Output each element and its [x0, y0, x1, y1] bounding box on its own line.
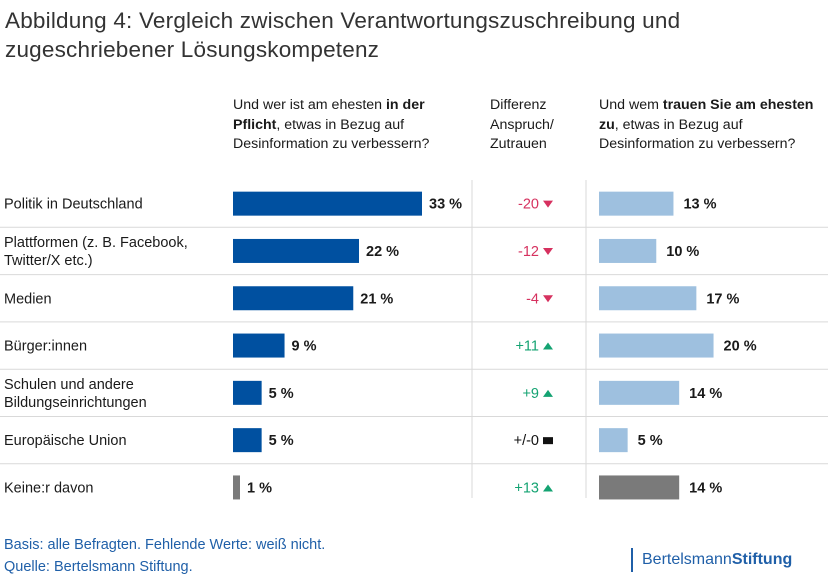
- bar-pflicht: [233, 191, 422, 216]
- value-label-zutrauen: 14 %: [689, 386, 722, 402]
- bar-zutrauen: [599, 475, 680, 500]
- triangle-down-icon: [543, 200, 553, 208]
- bar-zutrauen: [599, 286, 697, 311]
- value-label-zutrauen: 10 %: [666, 244, 699, 260]
- difference-label: +11: [515, 339, 539, 355]
- category-label: Keine:r davon: [4, 480, 93, 496]
- footer-basis: Basis: alle Befragten. Fehlende Werte: w…: [4, 537, 326, 553]
- header-pflicht-part-1: Und wer ist am ehesten: [233, 97, 386, 113]
- triangle-up-icon: [543, 389, 553, 397]
- bar-pflicht: [233, 380, 262, 405]
- header-zutrauen-part-2: trauen Sie am ehesten zu: [599, 97, 814, 133]
- header-zutrauen-part-3: , etwas in Bezug auf Desinformation zu v…: [599, 116, 796, 153]
- bar-zutrauen: [599, 191, 674, 216]
- value-label-pflicht: 9 %: [292, 339, 317, 355]
- difference-label: +13: [514, 480, 539, 496]
- header-pflicht-part-2: in der Pflicht: [233, 97, 425, 133]
- bar-zutrauen: [599, 380, 680, 405]
- value-label-pflicht: 1 %: [247, 480, 272, 496]
- value-label-zutrauen: 14 %: [689, 480, 722, 496]
- category-label: Europäische Union: [4, 433, 127, 449]
- triangle-up-icon: [543, 484, 553, 492]
- value-label-pflicht: 5 %: [269, 433, 294, 449]
- difference-label: -20: [518, 197, 539, 213]
- logo-part-1: Bertelsmann: [642, 551, 732, 568]
- bar-pflicht: [233, 238, 359, 263]
- category-label: Twitter/X etc.): [4, 253, 93, 269]
- bar-zutrauen: [599, 333, 714, 358]
- bertelsmann-logo: BertelsmannStiftung: [631, 548, 792, 572]
- value-label-pflicht: 21 %: [360, 291, 393, 307]
- value-label-pflicht: 33 %: [429, 197, 462, 213]
- value-label-pflicht: 5 %: [269, 386, 294, 402]
- logo-part-2: Stiftung: [731, 551, 793, 568]
- triangle-down-icon: [543, 295, 553, 303]
- header-pflicht: Und wer ist am ehesten in der Pflicht, e…: [233, 96, 471, 155]
- chart-title: Abbildung 4: Vergleich zwischen Verantwo…: [5, 6, 820, 64]
- value-label-zutrauen: 17 %: [706, 291, 739, 307]
- title-line-1: Abbildung 4: Vergleich zwischen Verantwo…: [5, 8, 681, 33]
- value-label-zutrauen: 5 %: [638, 433, 663, 449]
- triangle-down-icon: [543, 247, 553, 255]
- category-label: Bildungseinrichtungen: [4, 395, 147, 411]
- difference-label: -12: [518, 244, 539, 260]
- bar-zutrauen: [599, 428, 628, 453]
- header-differenz: Differenz Anspruch/ Zutrauen: [490, 97, 554, 152]
- title-line-2: zugeschriebener Lösungskompetenz: [5, 37, 380, 62]
- footer-quelle: Quelle: Bertelsmann Stiftung.: [4, 559, 193, 575]
- difference-label: +9: [522, 386, 539, 402]
- value-label-zutrauen: 13 %: [683, 197, 716, 213]
- difference-label: -4: [526, 291, 539, 307]
- bar-pflicht: [233, 333, 285, 358]
- category-label: Schulen und andere: [4, 377, 134, 393]
- comparison-chart: Politik in Deutschland 33 % -20 13 % Plattfo…: [0, 180, 828, 500]
- bar-zutrauen: [599, 238, 657, 263]
- category-label: Plattformen (z. B. Facebook,: [4, 235, 188, 251]
- bar-pflicht: [233, 286, 354, 311]
- category-label: Politik in Deutschland: [4, 197, 143, 213]
- header-zutrauen: Und wem trauen Sie am ehesten zu, etwas …: [599, 96, 827, 155]
- difference-label: +/-0: [514, 433, 539, 449]
- category-label: Medien: [4, 291, 52, 307]
- value-label-pflicht: 22 %: [366, 244, 399, 260]
- bar-pflicht: [233, 428, 262, 453]
- triangle-up-icon: [543, 342, 553, 350]
- header-zutrauen-part-1: Und wem: [599, 97, 663, 113]
- category-label: Bürger:innen: [4, 339, 87, 355]
- bar-pflicht: [233, 475, 240, 500]
- header-pflicht-part-3: , etwas in Bezug auf Desinformation zu v…: [233, 116, 430, 153]
- value-label-zutrauen: 20 %: [724, 339, 757, 355]
- square-flat-icon: [543, 437, 553, 445]
